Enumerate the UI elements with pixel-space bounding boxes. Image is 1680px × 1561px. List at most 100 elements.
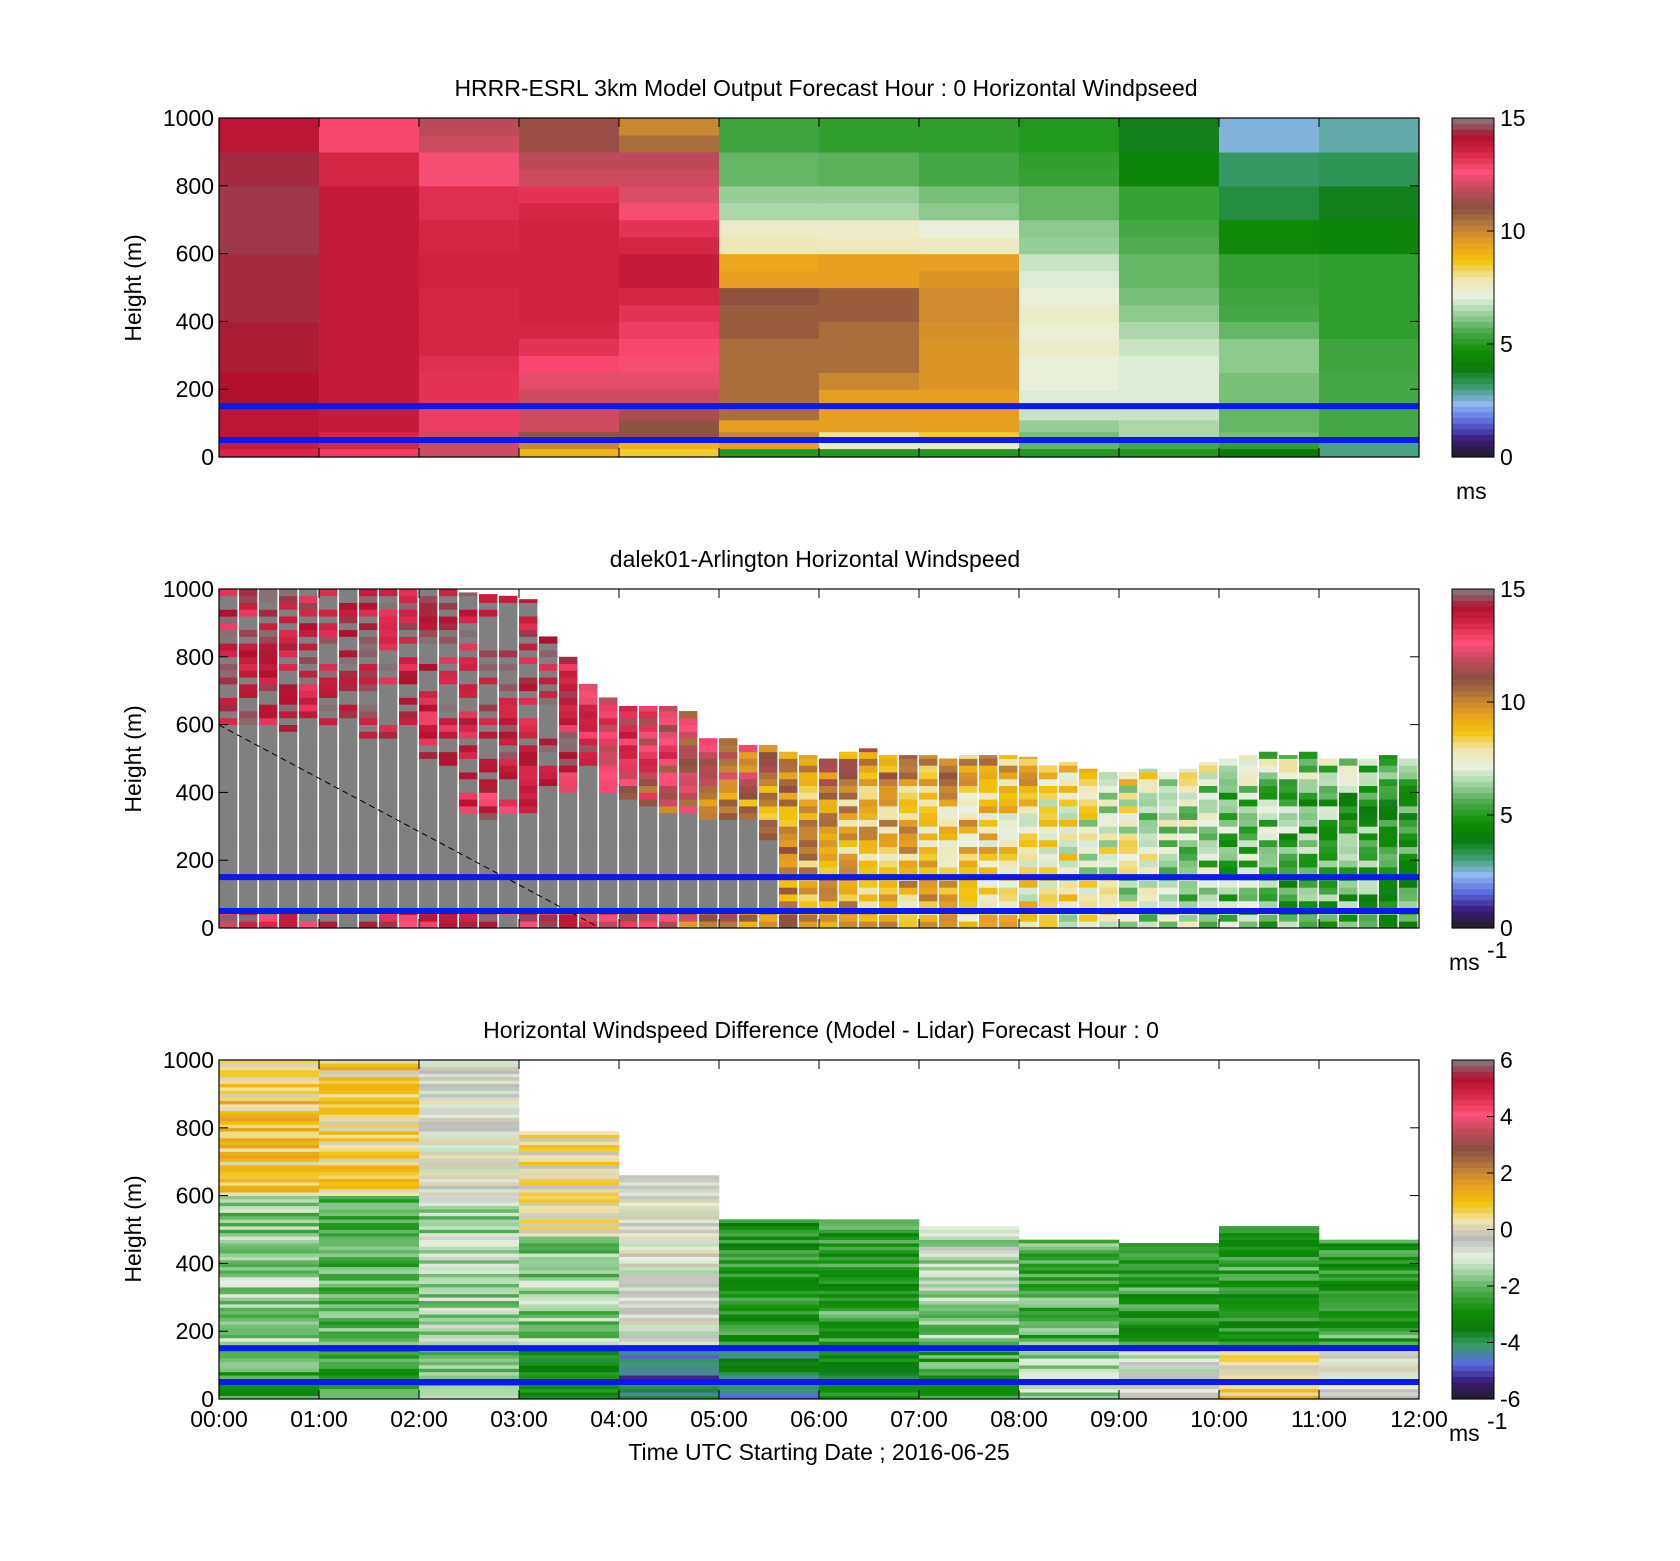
heatmap-cell: [679, 860, 698, 868]
heatmap-cell: [779, 914, 798, 922]
heatmap-cell: [1179, 826, 1198, 834]
heatmap-cell: [819, 765, 838, 773]
heatmap-cell: [919, 431, 1020, 443]
heatmap-cell: [1379, 846, 1398, 854]
heatmap-cell: [1019, 389, 1120, 407]
heatmap-cell: [779, 846, 798, 854]
heatmap-cell: [419, 1097, 520, 1101]
colorbar-segment: [1452, 702, 1494, 709]
heatmap-cell: [439, 602, 458, 610]
heatmap-cell: [319, 677, 338, 685]
colorbar-segment: [1452, 434, 1494, 441]
heatmap-cell: [599, 866, 618, 875]
heatmap-cell: [419, 1148, 520, 1152]
heatmap-cell: [619, 887, 638, 895]
heatmap-cell: [319, 1083, 420, 1088]
heatmap-cell: [239, 717, 258, 725]
heatmap-cell: [419, 697, 438, 705]
heatmap-cell: [419, 1114, 520, 1118]
heatmap-cell: [299, 704, 318, 712]
heatmap-cell: [419, 1141, 520, 1146]
heatmap-cell: [539, 846, 558, 854]
heatmap-cell: [1019, 805, 1038, 814]
heatmap-cell: [1339, 866, 1358, 875]
heatmap-cell: [1219, 406, 1320, 421]
heatmap-cell: [719, 185, 820, 204]
heatmap-cell: [759, 900, 778, 909]
heatmap-cell: [519, 1212, 620, 1217]
heatmap-cell: [619, 860, 638, 868]
heatmap-cell: [219, 1327, 320, 1332]
heatmap-cell: [279, 589, 298, 597]
heatmap-cell: [919, 1300, 1020, 1305]
heatmap-cell: [1219, 799, 1238, 807]
heatmap-cell: [319, 168, 420, 187]
colorbar-segment: [1452, 1274, 1494, 1281]
heatmap-cell: [719, 441, 820, 450]
heatmap-cell: [599, 744, 618, 753]
heatmap-cell: [359, 785, 378, 793]
heatmap-cell: [719, 1371, 820, 1376]
heatmap-cell: [779, 860, 798, 868]
colorbar-segment: [1452, 786, 1494, 793]
heatmap-cell: [419, 151, 520, 170]
heatmap-cell: [819, 1260, 920, 1264]
heatmap-cell: [1119, 185, 1220, 204]
heatmap-cell: [1039, 860, 1058, 868]
heatmap-cell: [819, 1351, 920, 1356]
heatmap-cell: [279, 636, 298, 644]
heatmap-cell: [1399, 833, 1418, 841]
heatmap-cell: [1279, 887, 1298, 895]
heatmap-cell: [319, 772, 338, 780]
heatmap-cell: [299, 758, 318, 766]
heatmap-cell: [459, 765, 478, 773]
heatmap-cell: [379, 616, 398, 624]
y-tick-label: 1000: [163, 576, 214, 602]
heatmap-cell: [319, 1124, 420, 1129]
heatmap-cell: [499, 812, 518, 820]
heatmap-cell: [1319, 1327, 1420, 1332]
heatmap-cell: [1099, 799, 1118, 807]
heatmap-cell: [439, 772, 458, 780]
colorbar-segment: [1452, 1065, 1494, 1072]
colorbar-segment: [1452, 1308, 1494, 1315]
heatmap-cell: [319, 1371, 420, 1376]
heatmap-cell: [219, 441, 320, 450]
heatmap-cell: [1059, 792, 1078, 800]
panel-lidar-title: dalek01-Arlington Horizontal Windspeed: [610, 546, 1020, 572]
heatmap-cell: [519, 819, 538, 827]
heatmap-cell: [1219, 772, 1238, 780]
heatmap-cell: [519, 1188, 620, 1193]
heatmap-cell: [759, 805, 778, 814]
heatmap-cell: [519, 1219, 620, 1224]
heatmap-cell: [1099, 792, 1118, 800]
heatmap-cell: [479, 778, 498, 787]
heatmap-cell: [1119, 1375, 1220, 1379]
heatmap-cell: [1259, 900, 1278, 909]
heatmap-cell: [1119, 1256, 1220, 1261]
heatmap-cell: [319, 833, 338, 841]
heatmap-cell: [1199, 839, 1218, 848]
heatmap-cell: [519, 1260, 620, 1264]
heatmap-cell: [579, 744, 598, 753]
heatmap-cell: [339, 629, 358, 637]
heatmap-cell: [499, 616, 518, 624]
heatmap-cell: [519, 1276, 620, 1281]
heatmap-cell: [419, 389, 520, 407]
heatmap-cell: [1359, 914, 1378, 922]
heatmap-cell: [519, 1168, 620, 1173]
heatmap-cell: [219, 887, 238, 895]
heatmap-cell: [519, 1222, 620, 1227]
heatmap-cell: [1139, 880, 1158, 888]
heatmap-cell: [419, 894, 438, 902]
heatmap-cell: [899, 758, 918, 766]
heatmap-cell: [479, 792, 498, 800]
heatmap-cell: [279, 860, 298, 868]
x-tick-label: 00:00: [190, 1406, 248, 1432]
x-tick-label: 05:00: [690, 1406, 748, 1432]
heatmap-cell: [979, 839, 998, 848]
heatmap-cell: [359, 663, 378, 671]
heatmap-cell: [359, 643, 378, 651]
heatmap-cell: [819, 287, 920, 306]
